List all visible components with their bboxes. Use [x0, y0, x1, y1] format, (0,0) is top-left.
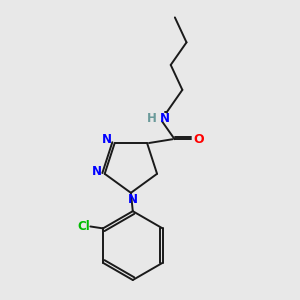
Text: N: N [102, 133, 112, 146]
Text: Cl: Cl [77, 220, 90, 233]
Text: N: N [92, 165, 102, 178]
Text: H: H [147, 112, 157, 125]
Text: N: N [160, 112, 170, 125]
Text: O: O [194, 133, 204, 146]
Text: N: N [128, 193, 138, 206]
